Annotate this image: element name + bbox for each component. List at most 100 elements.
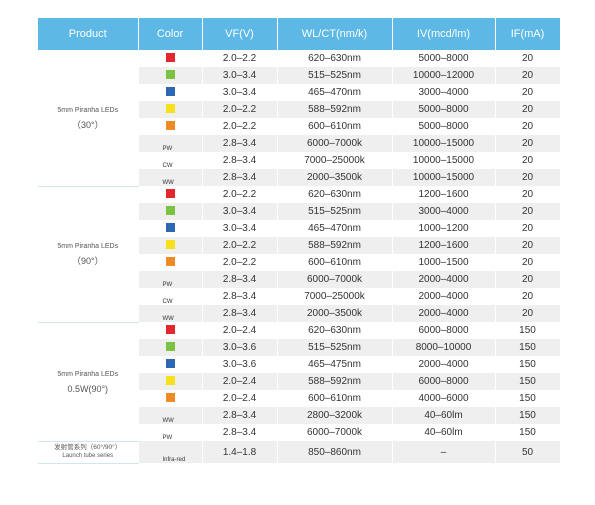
table-cell: 2.0–2.4 [202, 322, 278, 339]
table-cell: 588–592nm [277, 373, 393, 390]
table-cell: 20 [495, 288, 561, 305]
table-cell: 6000–8000 [392, 373, 496, 390]
table-cell: 20 [495, 67, 561, 84]
table-cell: 10000–15000 [392, 135, 496, 152]
color-swatch [165, 239, 175, 249]
table-cell: 150 [495, 424, 561, 441]
table-row: CW 2.8–3.4 7000–25000k 10000–15000 20 [38, 152, 561, 169]
table-row: 2.0–2.4 600–610nm 4000–6000 150 [38, 390, 561, 407]
table-cell: 3000–4000 [392, 84, 496, 101]
table-cell: 515–525nm [277, 339, 393, 356]
table-cell: 150 [495, 356, 561, 373]
table-cell: 6000–7000k [277, 424, 393, 441]
table-row: WW 2.8–3.4 2000–3500k 10000–15000 20 [38, 169, 561, 186]
color-cell [138, 356, 203, 373]
table-cell: 515–525nm [277, 203, 393, 220]
product-text: （30°） [71, 119, 104, 130]
table-row: 3.0–3.4 465–470nm 3000–4000 20 [38, 84, 561, 101]
table-cell: 3000–4000 [392, 203, 496, 220]
table-cell: 6000–8000 [392, 322, 496, 339]
table-cell: 20 [495, 152, 561, 169]
table-row: 3.0–3.4 465–470nm 1000–1200 20 [38, 220, 561, 237]
color-swatch [165, 69, 175, 79]
table-cell: 40–60lm [392, 407, 496, 424]
table-row: WW 2.8–3.4 2000–3500k 2000–4000 20 [38, 305, 561, 322]
table-row: 发射管系列（60°/90°） Launch tube series Infra-re… [38, 441, 561, 464]
table-row: 3.0–3.4 515–525nm 10000–12000 20 [38, 67, 561, 84]
table-cell: 150 [495, 339, 561, 356]
table-cell: 515–525nm [277, 67, 393, 84]
table-cell: 5000–8000 [392, 101, 496, 118]
table-cell: 850–860nm [277, 441, 393, 463]
table-row: 5mm Piranha LEDs （30°） 2.0–2.2 620–630nm 500… [38, 50, 561, 187]
spec-table: Product Color VF(V) WL/CT(nm/k) IV(mcd/lm) IF… [38, 18, 561, 464]
table-cell: 2.8–3.4 [202, 424, 278, 441]
table-cell: 20 [495, 84, 561, 101]
table-cell: 620–630nm [277, 50, 393, 67]
header-cell: Color [138, 18, 203, 50]
table-cell: 5000–8000 [392, 50, 496, 67]
header-row: Product Color VF(V) WL/CT(nm/k) IV(mcd/lm) IF… [38, 18, 561, 50]
table-cell: 20 [495, 135, 561, 152]
table-cell: 465–470nm [277, 220, 393, 237]
table-cell: 2.8–3.4 [202, 305, 278, 322]
table-cell: 3.0–3.4 [202, 67, 278, 84]
table-cell: 2.8–3.4 [202, 407, 278, 424]
table-cell: 2.0–2.2 [202, 254, 278, 271]
header-cell: WL/CT(nm/k) [277, 18, 393, 50]
table-cell: 2.0–2.4 [202, 390, 278, 407]
table-cell: 150 [495, 390, 561, 407]
header-cell: VF(V) [202, 18, 278, 50]
color-cell [138, 390, 203, 407]
table-cell: 20 [495, 101, 561, 118]
table-body: 5mm Piranha LEDs （30°） 2.0–2.2 620–630nm 500… [38, 50, 561, 464]
color-label: WW [138, 305, 203, 322]
table-cell: 20 [495, 50, 561, 67]
product-text: 0.5W(90°) [67, 383, 109, 394]
product-cell: 发射管系列（60°/90°） Launch tube series [38, 441, 139, 464]
color-swatch [165, 324, 175, 334]
table-cell: 10000–12000 [392, 67, 496, 84]
table-cell: 2.8–3.4 [202, 169, 278, 186]
table-cell: 600–610nm [277, 390, 393, 407]
color-swatch [165, 341, 175, 351]
color-cell [138, 220, 203, 237]
table-cell: 2000–4000 [392, 356, 496, 373]
table-cell: 2.0–2.2 [202, 101, 278, 118]
table-cell: 10000–15000 [392, 169, 496, 186]
color-swatch [165, 375, 175, 385]
product-text: Launch tube series [62, 453, 114, 459]
table-cell: 1200–1600 [392, 186, 496, 203]
table-cell: 2000–4000 [392, 305, 496, 322]
table-cell: 620–630nm [277, 322, 393, 339]
table-row: 2.0–2.2 600–610nm 1000–1500 20 [38, 254, 561, 271]
color-label: CW [138, 288, 203, 305]
table-cell: 3.0–3.4 [202, 203, 278, 220]
table-cell: 20 [495, 186, 561, 203]
table-cell: 2.0–2.2 [202, 237, 278, 254]
table-cell: 20 [495, 118, 561, 135]
table-cell: 2800–3200k [277, 407, 393, 424]
table-cell: 1.4–1.8 [202, 441, 278, 463]
table-row: WW 2.8–3.4 2800–3200k 40–60lm 150 [38, 407, 561, 424]
table-cell: 4000–6000 [392, 390, 496, 407]
table-row: 3.0–3.4 515–525nm 3000–4000 20 [38, 203, 561, 220]
color-cell [138, 237, 203, 254]
table-cell: 6000–7000k [277, 135, 393, 152]
header-cell: IV(mcd/lm) [392, 18, 496, 50]
table-cell: 2.8–3.4 [202, 288, 278, 305]
table-row: 5mm Piranha LEDs （90°） 2.0–2.2 620–630nm 120… [38, 186, 561, 323]
color-cell [138, 339, 203, 356]
table-cell: 6000–7000k [277, 271, 393, 288]
color-swatch [165, 103, 175, 113]
table-cell: 20 [495, 203, 561, 220]
table-cell: 2.8–3.4 [202, 271, 278, 288]
table-row: PW 2.8–3.4 6000–7000k 10000–15000 20 [38, 135, 561, 152]
table-row: PW 2.8–3.4 6000–7000k 40–60lm 150 [38, 424, 561, 441]
color-swatch [165, 392, 175, 402]
color-cell [138, 84, 203, 101]
product-text: 5mm Piranha LEDs [57, 106, 119, 114]
table-cell: 7000–25000k [277, 152, 393, 169]
header-cell: Product [38, 18, 139, 50]
